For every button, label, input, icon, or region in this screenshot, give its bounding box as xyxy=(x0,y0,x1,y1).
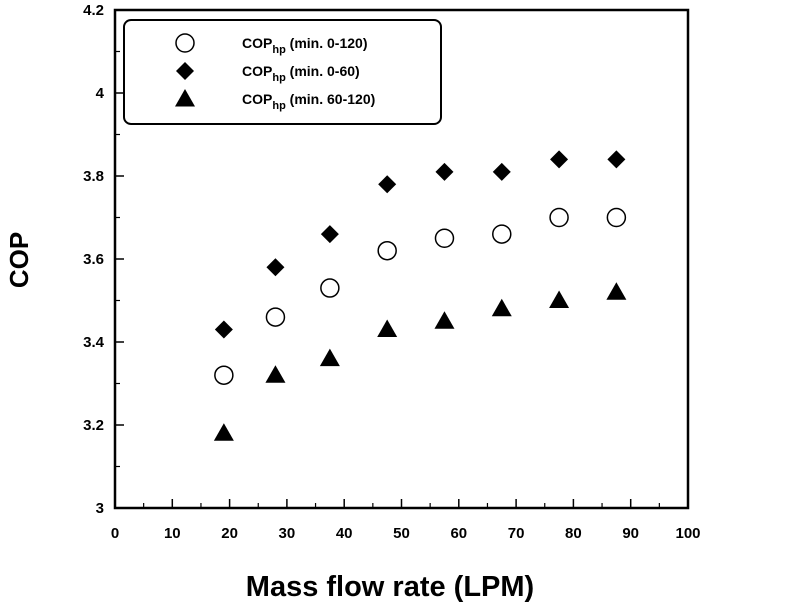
data-point xyxy=(214,320,233,339)
data-point xyxy=(606,282,627,300)
y-tick-label: 3.4 xyxy=(83,334,105,351)
data-point xyxy=(377,240,397,261)
data-point xyxy=(491,298,512,317)
x-tick-label: 60 xyxy=(450,525,467,542)
data-point xyxy=(377,319,398,338)
data-point xyxy=(549,207,569,228)
legend-label-subscript: hp xyxy=(272,44,286,56)
x-tick-label: 70 xyxy=(508,525,525,542)
legend-label: COPhp (min. 60-120) xyxy=(242,91,375,112)
data-point xyxy=(320,225,339,244)
legend-label-main: COP xyxy=(242,91,272,107)
x-tick-label: 50 xyxy=(393,525,410,542)
y-tick-label: 3 xyxy=(96,500,104,517)
legend-label-subscript: hp xyxy=(272,100,286,112)
x-tick-label: 100 xyxy=(675,525,700,542)
y-tick-label: 4 xyxy=(96,85,105,102)
legend-items: COPhp (min. 0-120)COPhp (min. 0-60)COPhp… xyxy=(175,33,375,112)
data-point xyxy=(492,224,512,244)
x-tick-label: 80 xyxy=(565,525,582,542)
series-3 xyxy=(213,282,627,441)
legend-marker xyxy=(175,89,195,107)
x-tick-label: 30 xyxy=(279,525,296,542)
y-tick-label: 3.6 xyxy=(83,251,104,268)
y-tick-label: 3.8 xyxy=(83,168,104,185)
x-tick-label: 0 xyxy=(111,525,119,542)
data-point xyxy=(320,278,340,298)
y-axis-title: COP xyxy=(4,232,34,288)
y-tick-label: 4.2 xyxy=(83,2,104,19)
legend-label-main: COP xyxy=(242,35,272,51)
data-point xyxy=(492,162,511,181)
legend: COPhp (min. 0-120)COPhp (min. 0-60)COPhp… xyxy=(123,19,442,125)
data-point xyxy=(607,150,626,169)
x-tick-label: 20 xyxy=(221,525,238,542)
data-point xyxy=(378,175,397,194)
data-point xyxy=(434,311,455,329)
data-point xyxy=(265,307,286,327)
legend-label-main: COP xyxy=(242,63,272,79)
data-point xyxy=(266,258,285,277)
data-point xyxy=(213,423,234,441)
data-point xyxy=(549,290,570,308)
legend-label: COPhp (min. 0-120) xyxy=(242,35,368,56)
legend-label-range: (min. 60-120) xyxy=(286,91,375,107)
legend-label: COPhp (min. 0-60) xyxy=(242,63,360,84)
axis-ticks: 0 10 20 30 40 50 60 70 80 90 100 3 3.2 3.4 3.6 3.8 4 4.2 xyxy=(83,2,700,542)
data-point xyxy=(265,365,286,383)
x-tick-label: 10 xyxy=(164,525,181,542)
data-point xyxy=(550,150,569,169)
legend-marker xyxy=(175,33,195,53)
series-1 xyxy=(214,207,627,385)
x-tick-label: 90 xyxy=(622,525,639,542)
y-tick-label: 3.2 xyxy=(83,417,104,434)
legend-box xyxy=(123,19,442,125)
x-tick-label: 40 xyxy=(336,525,353,542)
legend-label-subscript: hp xyxy=(272,72,286,84)
data-point xyxy=(434,228,455,248)
data-points xyxy=(213,150,627,441)
x-axis-title: Mass flow rate (LPM) xyxy=(246,571,534,603)
data-point xyxy=(435,162,454,181)
data-point xyxy=(214,365,234,385)
series-2 xyxy=(214,150,626,339)
legend-label-range: (min. 0-120) xyxy=(286,35,368,51)
legend-marker xyxy=(176,62,194,80)
legend-label-range: (min. 0-60) xyxy=(286,63,360,79)
data-point xyxy=(319,348,340,367)
data-point xyxy=(606,207,627,228)
